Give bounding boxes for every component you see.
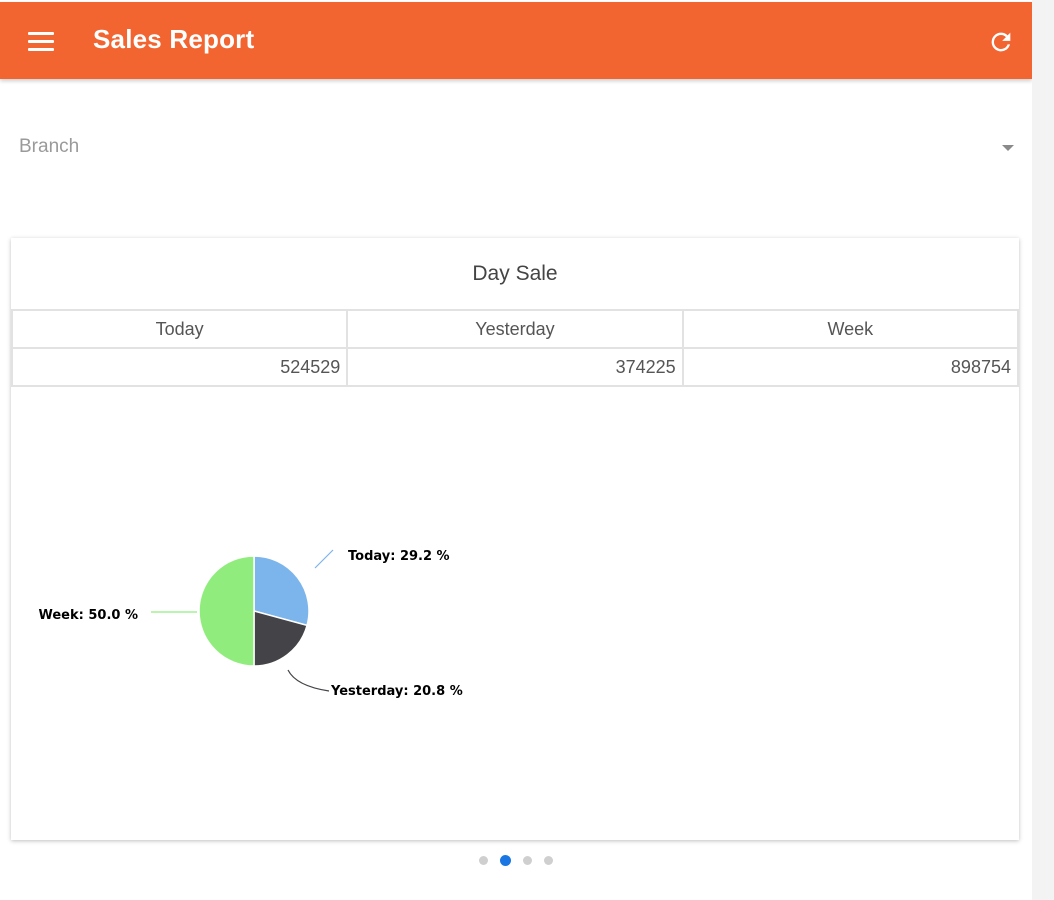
column-header-week: Week [681, 309, 1020, 349]
pie-connector-yesterday [287, 669, 330, 692]
pager-dot[interactable] [479, 856, 488, 866]
pie-slice-yesterday[interactable] [253, 610, 309, 667]
menu-icon[interactable] [28, 32, 54, 52]
table-header-row: Today Yesterday Week [10, 309, 1020, 349]
table-row: 524529 374225 898754 [10, 347, 1020, 387]
pie-label-today: Today: 29.2 % [348, 549, 450, 564]
pager-dot[interactable] [523, 856, 532, 866]
value-yesterday: 374225 [346, 347, 684, 387]
page-title: Sales Report [93, 24, 255, 54]
refresh-icon[interactable] [987, 28, 1015, 56]
page: Sales Report Branch Day Sale Today Yeste… [0, 2, 1032, 868]
pie-connector-today [314, 549, 334, 569]
column-header-today: Today [10, 309, 349, 349]
pager-dot[interactable] [500, 855, 511, 867]
app-bar: Sales Report [0, 2, 1032, 79]
value-week: 898754 [681, 347, 1020, 387]
pager-dots [0, 852, 1032, 868]
sales-table: Today Yesterday Week 524529 374225 89875… [10, 309, 1020, 387]
scrollbar-track [1032, 0, 1054, 900]
pie-label-yesterday: Yesterday: 20.8 % [330, 684, 463, 699]
branch-dropdown[interactable]: Branch [0, 120, 1032, 174]
pie-label-week: Week: 50.0 % [38, 608, 138, 623]
pie-slice-today[interactable] [253, 555, 310, 627]
branch-label: Branch [19, 136, 80, 157]
day-sale-card: Day Sale Today Yesterday Week 524529 374… [10, 238, 1020, 840]
pie-chart: Today: 29.2 % Yesterday: 20.8 % Week: 50.0… [38, 549, 463, 699]
card-title: Day Sale [472, 262, 558, 285]
column-header-yesterday: Yesterday [346, 309, 684, 349]
chevron-down-icon [1002, 145, 1014, 151]
pie-slice-week[interactable] [198, 555, 255, 667]
pager-dot[interactable] [544, 856, 553, 866]
value-today: 524529 [10, 347, 349, 387]
